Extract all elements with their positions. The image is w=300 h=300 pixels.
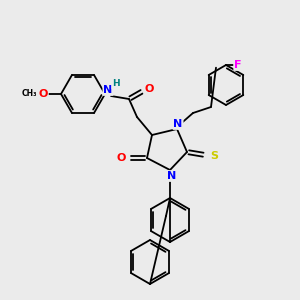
- Text: N: N: [173, 119, 183, 129]
- Text: CH₃: CH₃: [21, 89, 37, 98]
- Text: O: O: [144, 84, 154, 94]
- Text: O: O: [116, 153, 126, 163]
- Text: N: N: [167, 171, 177, 181]
- Text: H: H: [112, 80, 120, 88]
- Text: S: S: [210, 151, 218, 161]
- Text: F: F: [234, 60, 242, 70]
- Text: O: O: [38, 89, 48, 99]
- Text: N: N: [103, 85, 112, 95]
